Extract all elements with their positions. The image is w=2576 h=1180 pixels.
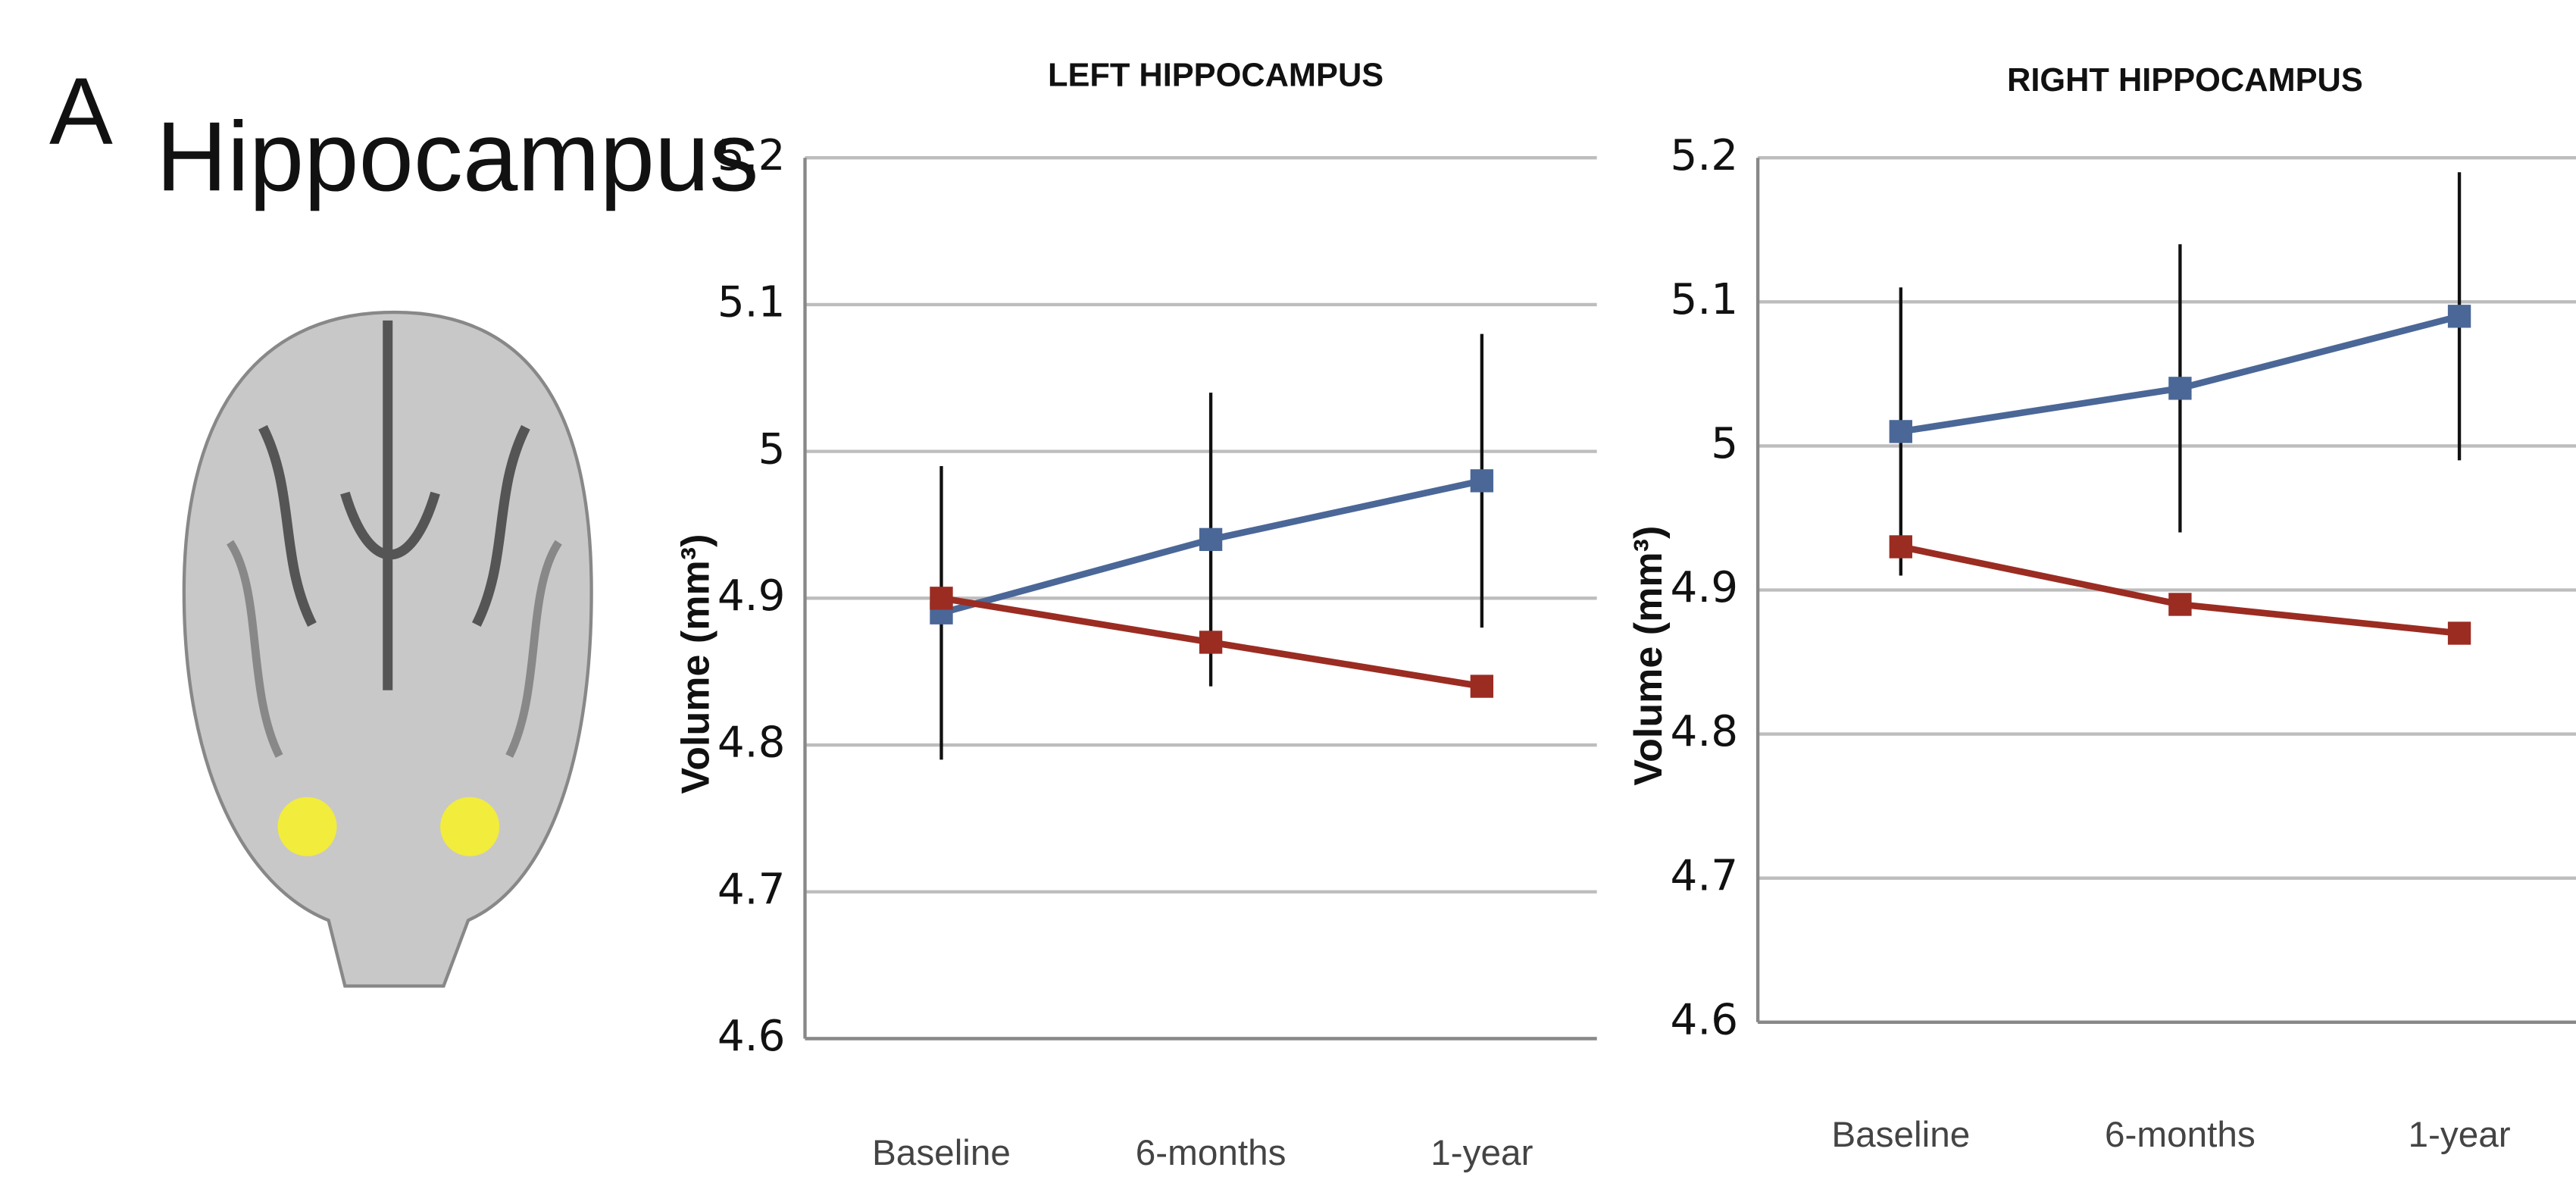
x-tick-label: 6-months xyxy=(2105,1115,2256,1155)
y-tick-label: 5 xyxy=(1711,419,1738,468)
marker xyxy=(1470,675,1494,698)
brain-image xyxy=(182,310,593,988)
y-axis-label: Volume (mm³) xyxy=(674,534,717,794)
marker xyxy=(2447,621,2471,645)
chart-title: LEFT HIPPOCAMPUS xyxy=(1048,57,1383,93)
marker xyxy=(1889,535,1912,559)
x-tick-label: Baseline xyxy=(872,1133,1011,1173)
y-tick-label: 4.9 xyxy=(1670,563,1738,612)
marker xyxy=(1199,631,1223,654)
marker xyxy=(2168,377,2192,400)
y-tick-label: 5.1 xyxy=(1670,275,1738,324)
y-axis-label: Volume (mm³) xyxy=(1627,526,1671,786)
y-tick-label: 5.1 xyxy=(717,278,786,327)
marker xyxy=(2168,593,2192,616)
marker xyxy=(1470,469,1494,493)
y-tick-label: 4.6 xyxy=(717,1012,786,1061)
y-tick-label: 4.7 xyxy=(717,865,786,914)
marker xyxy=(2447,305,2471,328)
y-tick-label: 5 xyxy=(758,424,786,474)
y-tick-label: 4.7 xyxy=(1670,851,1738,900)
marker xyxy=(930,587,953,610)
marker xyxy=(1889,420,1912,443)
y-tick-label: 4.6 xyxy=(1670,995,1738,1044)
panel-label: A xyxy=(49,57,113,164)
x-tick-label: 1-year xyxy=(2408,1115,2510,1155)
marker xyxy=(1199,527,1223,552)
x-tick-label: 6-months xyxy=(1136,1133,1286,1173)
y-tick-label: 4.8 xyxy=(1670,707,1738,756)
y-tick-label: 4.9 xyxy=(717,571,786,621)
y-tick-label: 4.8 xyxy=(717,718,786,768)
y-tick-label: 5.2 xyxy=(1670,131,1738,180)
chart-title: RIGHT HIPPOCAMPUS xyxy=(2007,62,2363,99)
heading: Hippocampus xyxy=(156,101,758,211)
x-tick-label: Baseline xyxy=(1831,1115,1970,1155)
y-tick-label: 5.2 xyxy=(717,131,786,180)
x-tick-label: 1-year xyxy=(1430,1133,1533,1173)
